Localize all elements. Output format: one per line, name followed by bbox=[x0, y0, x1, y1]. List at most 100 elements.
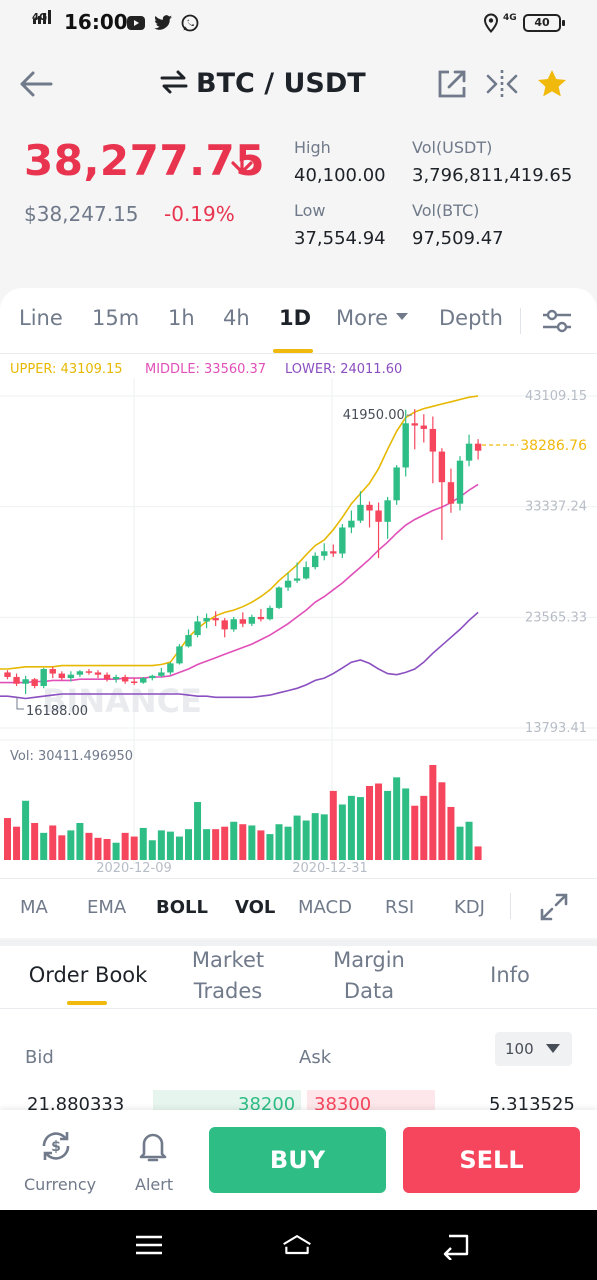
price-change-percent: -0.19% bbox=[164, 202, 235, 226]
candle-body bbox=[167, 663, 174, 673]
share-icon[interactable] bbox=[436, 68, 468, 100]
candle-body bbox=[447, 482, 455, 504]
volume-bar bbox=[266, 834, 274, 860]
system-nav-bar bbox=[0, 1210, 597, 1280]
candle-body bbox=[348, 520, 355, 528]
buy-button[interactable]: BUY bbox=[209, 1127, 386, 1193]
tab-info[interactable]: Info bbox=[460, 960, 560, 991]
boll-lower-line bbox=[0, 611, 479, 700]
network-type-right: 4G bbox=[503, 13, 517, 23]
volume-bar bbox=[320, 814, 328, 860]
candlestick-chart[interactable]: BINANCE 43109.15 33337.24 23565.33 13793.41 4… bbox=[0, 378, 597, 876]
candle-body bbox=[212, 618, 219, 621]
home-icon[interactable] bbox=[281, 1230, 313, 1260]
candle-body bbox=[176, 646, 183, 664]
watermark-text: BINANCE bbox=[42, 682, 202, 720]
candle-body bbox=[420, 425, 427, 429]
chart-settings-icon[interactable] bbox=[541, 307, 573, 335]
swap-icon bbox=[160, 70, 188, 94]
candle-body bbox=[194, 621, 201, 636]
current-price-label: 38286.76 bbox=[520, 438, 587, 454]
tab-1h[interactable]: 1h bbox=[168, 306, 195, 330]
last-price: 38,277.75 bbox=[24, 136, 265, 185]
candle-body bbox=[13, 676, 20, 684]
bell-icon[interactable] bbox=[135, 1128, 171, 1164]
candle-body bbox=[257, 616, 265, 620]
tab-order-book[interactable]: Order Book bbox=[18, 960, 158, 991]
candle-body bbox=[375, 510, 382, 522]
tab-1d[interactable]: 1D bbox=[279, 306, 312, 330]
bid-quantity: 21.880333 bbox=[27, 1094, 125, 1115]
clock: 16:00 bbox=[64, 10, 128, 34]
volume-bar bbox=[212, 829, 220, 860]
caret-down-icon bbox=[395, 313, 408, 320]
volume-bar bbox=[175, 836, 183, 860]
indicator-ma[interactable]: MA bbox=[20, 897, 48, 918]
volume-bar bbox=[85, 832, 93, 860]
volume-bar bbox=[375, 783, 383, 860]
tab-line[interactable]: Line bbox=[19, 306, 63, 330]
indicator-ema[interactable]: EMA bbox=[87, 897, 127, 918]
candle-body bbox=[103, 674, 111, 680]
alert-label[interactable]: Alert bbox=[135, 1175, 174, 1194]
volume-bar bbox=[311, 813, 319, 860]
usd-price: $38,247.15 bbox=[24, 202, 139, 226]
indicator-boll[interactable]: BOLL bbox=[156, 897, 208, 918]
min-price-label: 16188.00 bbox=[26, 704, 88, 719]
indicator-macd[interactable]: MACD bbox=[298, 897, 352, 918]
indicator-rsi[interactable]: RSI bbox=[385, 897, 415, 918]
star-icon[interactable] bbox=[536, 68, 568, 100]
candle-body bbox=[203, 618, 210, 622]
boll-middle-line bbox=[0, 483, 479, 684]
indicator-vol[interactable]: VOL bbox=[235, 897, 276, 918]
candle-body bbox=[94, 672, 102, 675]
tab-more[interactable]: More bbox=[336, 306, 409, 330]
candle-body bbox=[85, 671, 93, 673]
indicator-kdj[interactable]: KDJ bbox=[454, 897, 485, 918]
volume-bar bbox=[429, 765, 437, 860]
sell-button[interactable]: SELL bbox=[403, 1127, 580, 1193]
candle-body bbox=[112, 676, 120, 680]
ask-header: Ask bbox=[299, 1047, 332, 1068]
volume-bar bbox=[356, 797, 364, 860]
candle-body bbox=[149, 675, 156, 679]
candle-body bbox=[456, 460, 464, 504]
volume-bar bbox=[402, 788, 410, 860]
volume-bar bbox=[194, 802, 202, 860]
currency-label[interactable]: Currency bbox=[24, 1175, 97, 1194]
candle-body bbox=[31, 679, 38, 687]
whatsapp-icon bbox=[181, 14, 199, 32]
candle-body bbox=[266, 607, 274, 620]
volume-bar bbox=[58, 835, 66, 860]
tab-15m[interactable]: 15m bbox=[92, 306, 140, 330]
menu-icon[interactable] bbox=[133, 1230, 165, 1260]
candle-body bbox=[248, 616, 256, 624]
candle-body bbox=[384, 500, 391, 522]
volume-bar bbox=[384, 790, 392, 860]
tab-margin-data[interactable]: Margin Data bbox=[309, 945, 429, 1007]
ask-price: 38300 bbox=[314, 1094, 372, 1115]
volume-bar bbox=[166, 831, 174, 860]
compare-icon[interactable] bbox=[486, 68, 518, 100]
back-arrow-icon[interactable] bbox=[18, 68, 54, 100]
volume-bar bbox=[438, 782, 446, 860]
tab-divider bbox=[520, 308, 521, 334]
currency-icon[interactable]: $ bbox=[38, 1128, 74, 1164]
volume-value: Vol: 30411.496950 bbox=[10, 749, 134, 764]
active-tab-underline bbox=[273, 349, 313, 353]
back-icon[interactable] bbox=[439, 1230, 471, 1260]
fullscreen-icon[interactable] bbox=[540, 893, 568, 921]
candle-body bbox=[284, 580, 292, 588]
tab-market-trades[interactable]: Market Trades bbox=[168, 945, 288, 1007]
volume-bar bbox=[393, 777, 401, 860]
candle-body bbox=[302, 567, 310, 579]
divider bbox=[0, 1008, 597, 1009]
tab-depth[interactable]: Depth bbox=[439, 306, 503, 330]
volume-bar bbox=[230, 821, 238, 860]
candle-body bbox=[393, 467, 400, 501]
tab-4h[interactable]: 4h bbox=[223, 306, 250, 330]
divider bbox=[0, 353, 597, 354]
pair-selector[interactable]: BTC / USDT bbox=[160, 68, 366, 99]
candle-body bbox=[22, 679, 29, 684]
depth-select[interactable]: 100 bbox=[495, 1032, 572, 1066]
